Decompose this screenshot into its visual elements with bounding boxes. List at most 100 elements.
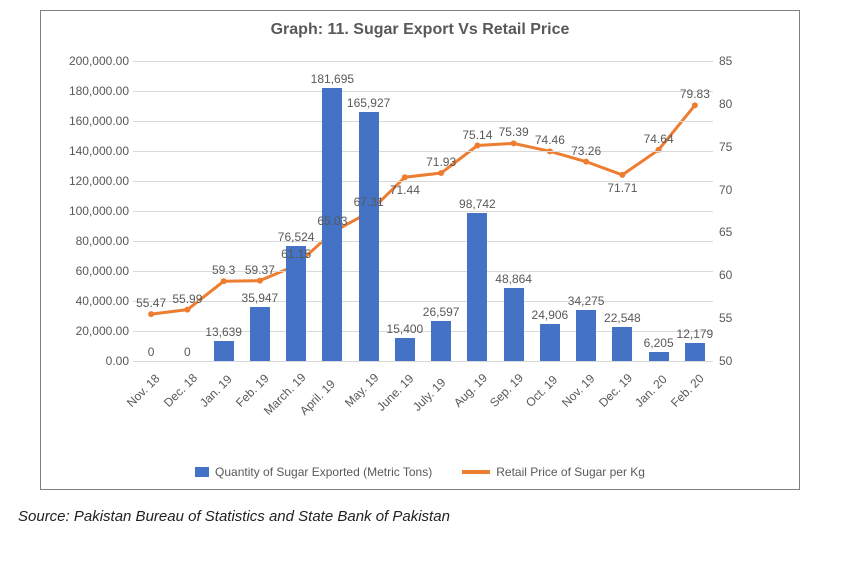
bar-data-label: 12,179 [677, 327, 714, 341]
grid-line [133, 301, 713, 302]
grid-line [133, 121, 713, 122]
bar-data-label: 181,695 [311, 72, 354, 86]
line-swatch-icon [462, 470, 490, 474]
line-marker [511, 140, 517, 146]
bar-swatch-icon [195, 467, 209, 477]
bar-data-label: 24,906 [532, 308, 569, 322]
line-marker [257, 278, 263, 284]
line-marker [474, 143, 480, 149]
x-tick-label: Oct. 19 [523, 372, 560, 409]
grid-line [133, 151, 713, 152]
x-tick-label: Jan. 20 [632, 372, 670, 410]
bar [612, 327, 632, 361]
y-right-tick-label: 75 [719, 140, 759, 154]
chart-container: Graph: 11. Sugar Export Vs Retail Price … [40, 10, 800, 490]
bar-data-label: 0 [148, 345, 155, 359]
bar-data-label: 26,597 [423, 305, 460, 319]
bar [467, 213, 487, 361]
bar-data-label: 165,927 [347, 96, 390, 110]
y-right-tick-label: 50 [719, 354, 759, 368]
legend-item-bar: Quantity of Sugar Exported (Metric Tons) [195, 465, 432, 479]
y-left-tick-label: 200,000.00 [59, 54, 129, 68]
x-tick-label: Jan. 19 [197, 372, 235, 410]
x-tick-label: Aug. 19 [451, 370, 490, 409]
y-left-tick-label: 40,000.00 [59, 294, 129, 308]
line-data-label: 61.15 [281, 247, 311, 261]
chart-title: Graph: 11. Sugar Export Vs Retail Price [41, 21, 799, 39]
grid-line [133, 61, 713, 62]
line-data-label: 73.26 [571, 144, 601, 158]
bar-data-label: 6,205 [644, 336, 674, 350]
line-data-label: 59.3 [212, 263, 235, 277]
y-right-tick-label: 60 [719, 268, 759, 282]
bar [685, 343, 705, 361]
bar-data-label: 98,742 [459, 197, 496, 211]
y-left-tick-label: 80,000.00 [59, 234, 129, 248]
line-marker [619, 172, 625, 178]
legend: Quantity of Sugar Exported (Metric Tons)… [41, 465, 799, 479]
line-path [151, 105, 695, 314]
y-right-tick-label: 55 [719, 311, 759, 325]
line-data-label: 67.31 [354, 195, 384, 209]
y-left-tick-label: 20,000.00 [59, 324, 129, 338]
y-right-tick-label: 70 [719, 183, 759, 197]
line-marker [184, 307, 190, 313]
y-right-tick-label: 65 [719, 225, 759, 239]
bar-data-label: 22,548 [604, 311, 641, 325]
line-data-label: 71.71 [607, 181, 637, 195]
bar-data-label: 35,947 [242, 291, 279, 305]
x-tick-label: Sep. 19 [487, 370, 526, 409]
bar [431, 321, 451, 361]
x-tick-label: Dec. 19 [596, 370, 635, 409]
line-data-label: 71.44 [390, 183, 420, 197]
bar [540, 324, 560, 361]
line-data-label: 59.37 [245, 263, 275, 277]
bar [576, 310, 596, 361]
line-data-label: 75.14 [462, 128, 492, 142]
y-left-tick-label: 160,000.00 [59, 114, 129, 128]
grid-line [133, 211, 713, 212]
bar [395, 338, 415, 361]
bar-data-label: 76,524 [278, 230, 315, 244]
line-marker [583, 159, 589, 165]
line-marker [402, 174, 408, 180]
line-marker [148, 311, 154, 317]
y-axis-left: 0.0020,000.0040,000.0060,000.0080,000.00… [59, 61, 129, 361]
y-right-tick-label: 80 [719, 97, 759, 111]
legend-line-label: Retail Price of Sugar per Kg [496, 465, 645, 479]
grid-line [133, 91, 713, 92]
x-tick-label: Nov. 18 [124, 371, 163, 410]
x-axis: Nov. 18Dec. 18Jan. 19Feb. 19March. 19Apr… [133, 361, 713, 431]
line-data-label: 65.03 [317, 214, 347, 228]
legend-bar-label: Quantity of Sugar Exported (Metric Tons) [215, 465, 432, 479]
y-left-tick-label: 60,000.00 [59, 264, 129, 278]
bar [359, 112, 379, 361]
line-marker [221, 278, 227, 284]
y-left-tick-label: 0.00 [59, 354, 129, 368]
legend-item-line: Retail Price of Sugar per Kg [462, 465, 645, 479]
bar [250, 307, 270, 361]
x-tick-label: Dec. 18 [161, 370, 200, 409]
line-data-label: 55.47 [136, 296, 166, 310]
grid-line [133, 241, 713, 242]
x-tick-label: Nov. 19 [559, 371, 598, 410]
bar-data-label: 48,864 [495, 272, 532, 286]
source-text: Source: Pakistan Bureau of Statistics an… [18, 508, 450, 525]
bar-data-label: 34,275 [568, 294, 605, 308]
line-marker [438, 170, 444, 176]
bar-data-label: 0 [184, 345, 191, 359]
bar [214, 341, 234, 361]
bar [286, 246, 306, 361]
x-tick-label: Feb. 20 [668, 371, 707, 410]
line-data-label: 71.93 [426, 155, 456, 169]
line-data-label: 74.64 [644, 132, 674, 146]
line-data-label: 75.39 [499, 125, 529, 139]
bar [649, 352, 669, 361]
line-data-label: 79.83 [680, 87, 710, 101]
line-data-label: 74.46 [535, 133, 565, 147]
bar [504, 288, 524, 361]
line-marker [692, 102, 698, 108]
y-left-tick-label: 140,000.00 [59, 144, 129, 158]
bar-data-label: 13,639 [205, 325, 242, 339]
y-left-tick-label: 120,000.00 [59, 174, 129, 188]
